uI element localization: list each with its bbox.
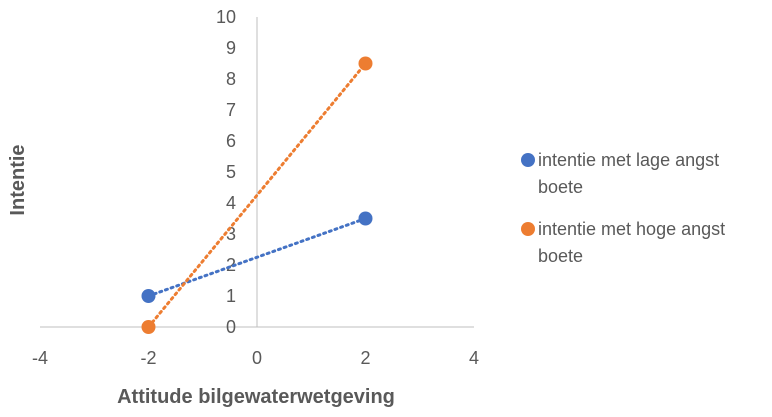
axis-titles: Attitude bilgewaterwetgeving Intentie bbox=[7, 144, 395, 408]
tick-labels: -4 -2 0 2 4 0 1 2 3 4 5 6 7 8 9 10 bbox=[32, 7, 479, 368]
y-tick-label: 8 bbox=[226, 69, 236, 89]
data-point-series-1 bbox=[358, 211, 373, 226]
x-tick-label: 4 bbox=[469, 348, 479, 368]
x-tick-label: 0 bbox=[252, 348, 262, 368]
legend-label: intentie met lage angst bbox=[538, 150, 719, 170]
y-tick-label: 2 bbox=[226, 255, 236, 275]
y-tick-label: 4 bbox=[226, 193, 236, 213]
y-tick-label: 3 bbox=[226, 224, 236, 244]
legend-label: intentie met hoge angst bbox=[538, 219, 725, 239]
legend-marker bbox=[521, 222, 535, 236]
data-point-series-2 bbox=[141, 320, 156, 334]
x-tick-label: -4 bbox=[32, 348, 48, 368]
x-tick-label: 2 bbox=[360, 348, 370, 368]
data-point-series-2 bbox=[358, 56, 373, 71]
y-axis-title: Intentie bbox=[7, 144, 29, 215]
y-tick-label: 0 bbox=[226, 317, 236, 337]
data-point-series-1 bbox=[141, 289, 156, 303]
legend-label: boete bbox=[538, 246, 583, 266]
y-tick-label: 6 bbox=[226, 131, 236, 151]
y-tick-label: 10 bbox=[216, 7, 236, 27]
axes bbox=[40, 17, 474, 328]
y-tick-label: 5 bbox=[226, 162, 236, 182]
legend-label: boete bbox=[538, 177, 583, 197]
y-tick-label: 9 bbox=[226, 38, 236, 58]
data-points bbox=[141, 56, 373, 334]
y-tick-label: 1 bbox=[226, 286, 236, 306]
y-tick-label: 7 bbox=[226, 100, 236, 120]
legend-item-series-1: intentie met lage angst boete bbox=[521, 150, 719, 197]
legend-item-series-2: intentie met hoge angst boete bbox=[521, 219, 725, 266]
x-axis-title: Attitude bilgewaterwetgeving bbox=[117, 386, 395, 408]
trendlines bbox=[147, 62, 367, 329]
legend-marker bbox=[521, 153, 535, 167]
x-tick-label: -2 bbox=[140, 348, 156, 368]
trendline-series-2 bbox=[147, 62, 367, 329]
